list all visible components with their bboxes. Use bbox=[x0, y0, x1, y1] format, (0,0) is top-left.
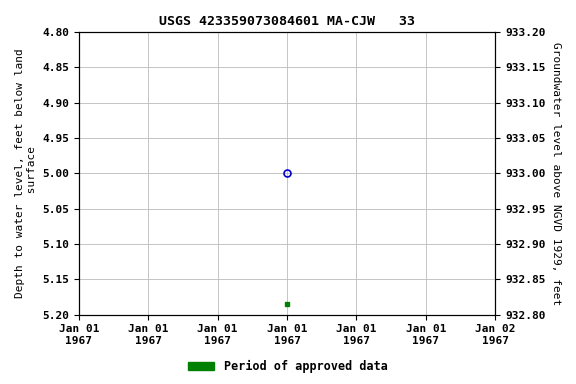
Title: USGS 423359073084601 MA-CJW   33: USGS 423359073084601 MA-CJW 33 bbox=[159, 15, 415, 28]
Y-axis label: Depth to water level, feet below land
 surface: Depth to water level, feet below land su… bbox=[15, 48, 37, 298]
Legend: Period of approved data: Period of approved data bbox=[184, 356, 392, 378]
Y-axis label: Groundwater level above NGVD 1929, feet: Groundwater level above NGVD 1929, feet bbox=[551, 42, 561, 305]
